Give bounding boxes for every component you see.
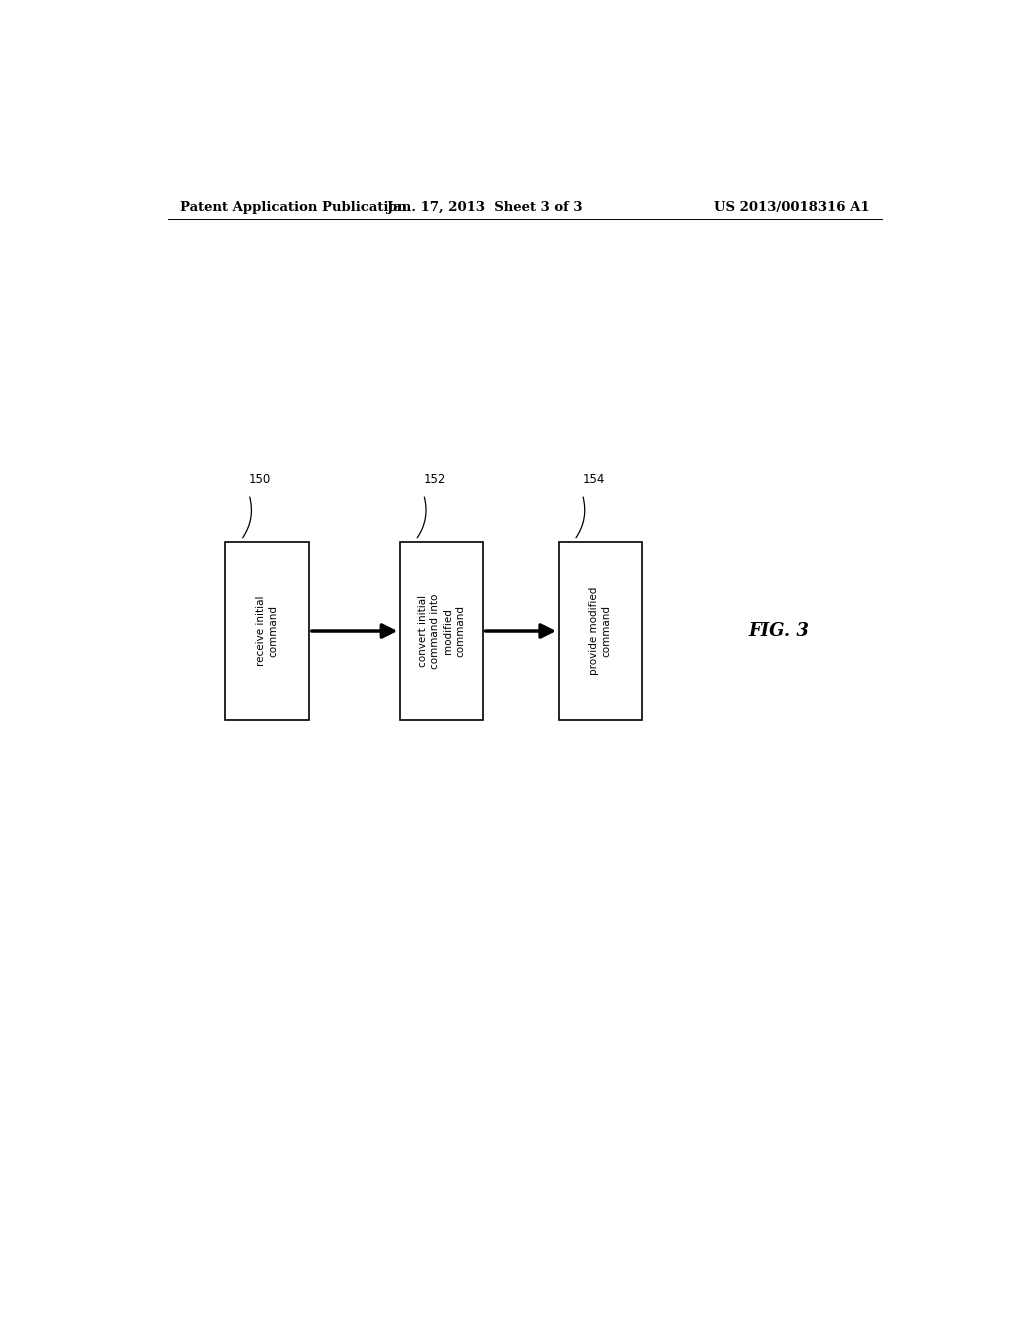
Text: convert initial
command into
modified
command: convert initial command into modified co… (418, 593, 465, 669)
Bar (558, 543, 642, 719)
Text: US 2013/0018316 A1: US 2013/0018316 A1 (715, 201, 870, 214)
Text: 150: 150 (249, 473, 271, 486)
Text: provide modified
command: provide modified command (589, 587, 611, 676)
Text: receive initial
command: receive initial command (256, 595, 279, 667)
Text: Jan. 17, 2013  Sheet 3 of 3: Jan. 17, 2013 Sheet 3 of 3 (387, 201, 583, 214)
Text: 154: 154 (583, 473, 605, 486)
Text: 152: 152 (424, 473, 446, 486)
Text: Patent Application Publication: Patent Application Publication (179, 201, 407, 214)
Text: FIG. 3: FIG. 3 (749, 622, 809, 640)
Bar (225, 543, 308, 719)
Bar (399, 543, 483, 719)
